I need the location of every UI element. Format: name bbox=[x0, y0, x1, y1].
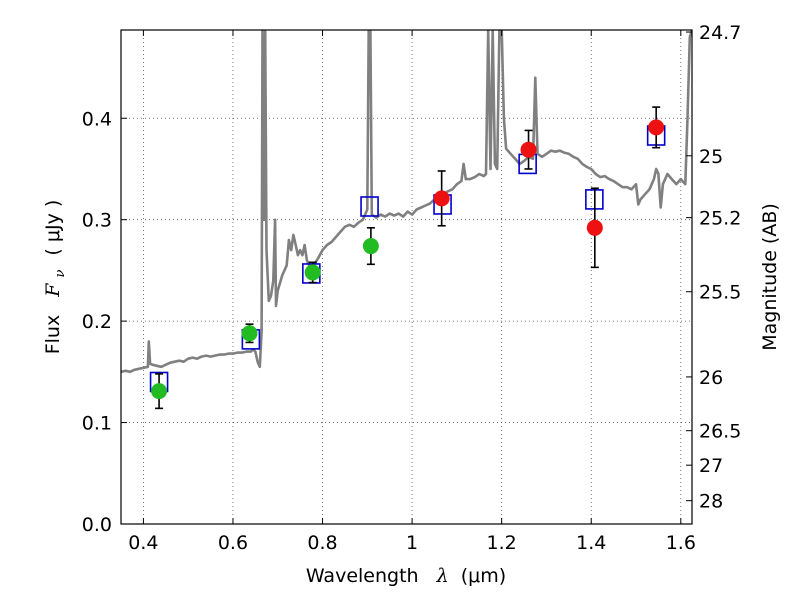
x-tick-label: 0.6 bbox=[218, 532, 248, 554]
y2-tick-label: 24.7 bbox=[699, 22, 741, 44]
x-tick-label: 0.4 bbox=[128, 532, 158, 554]
nir-data-point bbox=[520, 141, 537, 158]
y-axis-label-symbol: F bbox=[42, 283, 64, 298]
x-axis-label-symbol: λ bbox=[436, 565, 449, 587]
optical-data-point bbox=[304, 264, 321, 281]
optical-data-point bbox=[151, 383, 168, 400]
x-tick-label: 1 bbox=[406, 532, 418, 554]
y-axis-label-unit: ( μJy ) bbox=[42, 200, 64, 256]
nir-data-point bbox=[433, 190, 450, 207]
nir-data-point bbox=[648, 119, 665, 136]
optical-data-point bbox=[362, 238, 379, 255]
y2-tick-label: 28 bbox=[699, 491, 723, 513]
y2-tick-label: 25.5 bbox=[699, 282, 741, 304]
y-axis-label: Flux F ν ( μJy ) bbox=[42, 200, 69, 355]
y-axis-label-prefix: Flux bbox=[42, 315, 64, 355]
model-square-point bbox=[360, 196, 379, 217]
y-tick-label: 0.4 bbox=[82, 108, 112, 130]
x-tick-label: 1.6 bbox=[666, 532, 696, 554]
spectrum-layer bbox=[121, 30, 692, 374]
x-tick-label: 0.8 bbox=[307, 532, 337, 554]
y-axis-label-subscript: ν bbox=[53, 270, 68, 278]
x-tick-label: 1.4 bbox=[576, 532, 606, 554]
y2-tick-label: 25 bbox=[699, 146, 723, 168]
y2-tick-label: 26.5 bbox=[699, 421, 741, 443]
tick-layer: 0.4 0.6 0.8 1 1.2 1.4 1.6 0.0 0.1 0.2 0.3 0.4 24.7 25… bbox=[82, 22, 742, 554]
y2-tick-label: 26 bbox=[699, 367, 723, 389]
plot-frame bbox=[120, 29, 693, 525]
spectrum-line bbox=[121, 30, 692, 374]
x-tick-label: 1.2 bbox=[487, 532, 517, 554]
y2-tick-label: 25.2 bbox=[699, 208, 741, 230]
y-tick-label: 0.1 bbox=[82, 413, 112, 435]
y-tick-label: 0.3 bbox=[82, 210, 112, 232]
marker-layer bbox=[149, 106, 666, 410]
optical-data-point bbox=[241, 325, 258, 342]
x-axis-label: Wavelength λ (μm) bbox=[306, 565, 506, 587]
nir-data-point bbox=[586, 219, 603, 236]
y2-axis-label: Magnitude (AB) bbox=[759, 203, 781, 351]
y-tick-label: 0.2 bbox=[82, 311, 112, 333]
x-axis-label-unit: (μm) bbox=[461, 565, 506, 587]
x-axis-label-prefix: Wavelength bbox=[306, 565, 419, 587]
y2-tick-label: 27 bbox=[699, 455, 723, 477]
y-tick-label: 0.0 bbox=[82, 514, 112, 536]
